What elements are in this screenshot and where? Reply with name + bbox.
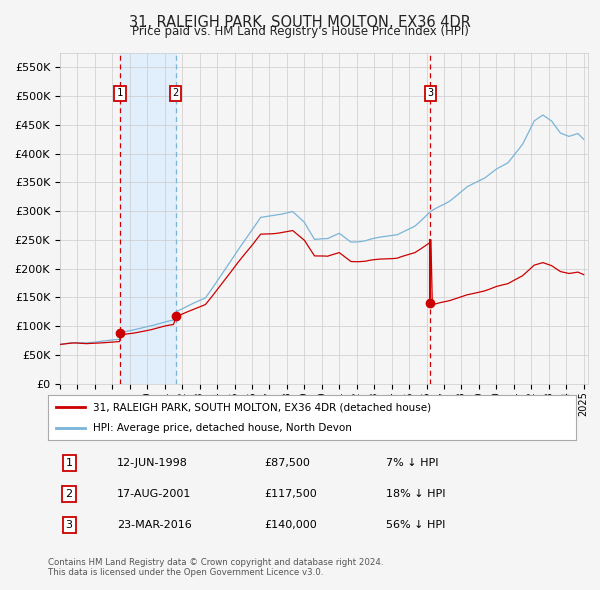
- Text: HPI: Average price, detached house, North Devon: HPI: Average price, detached house, Nort…: [93, 422, 352, 432]
- Text: 17-AUG-2001: 17-AUG-2001: [116, 489, 191, 499]
- Text: 23-MAR-2016: 23-MAR-2016: [116, 520, 191, 530]
- Text: 56% ↓ HPI: 56% ↓ HPI: [386, 520, 445, 530]
- Text: 31, RALEIGH PARK, SOUTH MOLTON, EX36 4DR (detached house): 31, RALEIGH PARK, SOUTH MOLTON, EX36 4DR…: [93, 402, 431, 412]
- Text: Price paid vs. HM Land Registry's House Price Index (HPI): Price paid vs. HM Land Registry's House …: [131, 25, 469, 38]
- Text: This data is licensed under the Open Government Licence v3.0.: This data is licensed under the Open Gov…: [48, 568, 323, 576]
- Text: Contains HM Land Registry data © Crown copyright and database right 2024.: Contains HM Land Registry data © Crown c…: [48, 558, 383, 566]
- Text: 3: 3: [65, 520, 73, 530]
- Text: 1: 1: [65, 458, 73, 468]
- Text: 31, RALEIGH PARK, SOUTH MOLTON, EX36 4DR: 31, RALEIGH PARK, SOUTH MOLTON, EX36 4DR: [129, 15, 471, 30]
- Text: £140,000: £140,000: [265, 520, 317, 530]
- Text: 18% ↓ HPI: 18% ↓ HPI: [386, 489, 445, 499]
- Text: 3: 3: [427, 88, 434, 99]
- Text: 2: 2: [65, 489, 73, 499]
- Text: 2: 2: [173, 88, 179, 99]
- Text: 12-JUN-1998: 12-JUN-1998: [116, 458, 188, 468]
- Text: 7% ↓ HPI: 7% ↓ HPI: [386, 458, 439, 468]
- Bar: [120, 53, 176, 384]
- Text: £87,500: £87,500: [265, 458, 310, 468]
- Text: 1: 1: [117, 88, 123, 99]
- Text: £117,500: £117,500: [265, 489, 317, 499]
